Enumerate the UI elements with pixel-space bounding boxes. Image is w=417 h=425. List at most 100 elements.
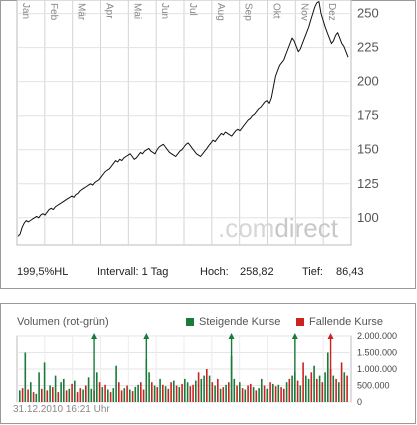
volume-bar	[35, 393, 38, 403]
volume-bar	[71, 383, 73, 402]
volume-bar	[186, 382, 189, 402]
volume-bar	[46, 390, 49, 402]
volume-bar	[266, 388, 269, 402]
volume-bar	[296, 380, 299, 402]
volume-bar	[225, 384, 227, 402]
volume-spike-arrow	[327, 333, 334, 339]
volume-bar	[197, 372, 200, 402]
volume-bar	[211, 382, 214, 402]
volume-bar	[189, 386, 192, 402]
volume-bar	[272, 383, 274, 402]
timestamp: 31.12.2010 16:21 Uhr	[13, 404, 110, 415]
month-label: Mär	[76, 3, 87, 21]
low-label: Tief:	[302, 266, 323, 278]
volume-bar	[107, 389, 109, 402]
volume-bar	[76, 392, 79, 402]
volume-bar	[156, 387, 159, 402]
volume-bar	[239, 382, 241, 402]
volume-bar	[175, 385, 178, 402]
volume-bar	[159, 378, 161, 402]
volume-bar	[19, 390, 21, 402]
volume-bar	[192, 384, 194, 402]
volume-bar	[87, 377, 90, 403]
volume-bar	[148, 372, 150, 402]
volume-bar	[85, 385, 87, 402]
interval-label: Intervall: 1 Tag	[97, 266, 168, 278]
volume-bar	[57, 392, 60, 402]
volume-bar	[208, 375, 211, 402]
volume-bar	[68, 388, 71, 402]
volume-bar	[164, 386, 167, 402]
volume-bar	[340, 362, 343, 402]
volume-bar	[324, 372, 326, 402]
y-tick-label: 225	[357, 40, 379, 55]
volume-spike-arrow	[91, 333, 98, 339]
volume-bar	[170, 382, 172, 402]
volume-bar	[184, 378, 186, 402]
volume-tick-label: 500.000	[357, 381, 390, 391]
volume-bar	[305, 375, 307, 402]
volume-bar	[181, 383, 183, 402]
volume-bar	[65, 390, 68, 402]
volume-bar	[79, 388, 82, 402]
volume-title: Volumen (rot-grün)	[17, 316, 109, 328]
volume-bar	[140, 382, 142, 402]
volume-bar	[137, 384, 139, 402]
high-value: 258,82	[240, 266, 274, 278]
y-tick-label: 100	[357, 210, 379, 225]
volume-bars	[19, 352, 348, 403]
price-line	[17, 1, 349, 237]
price-series	[17, 1, 349, 237]
volume-bar	[52, 387, 54, 402]
volume-bar	[343, 372, 346, 402]
volume-spike-arrow	[143, 333, 150, 339]
volume-bar	[131, 391, 134, 402]
volume-bar	[332, 375, 335, 402]
volume-bar	[274, 386, 277, 402]
volume-bar	[288, 378, 291, 402]
y-tick-label: 125	[357, 176, 379, 191]
volume-bar	[129, 389, 131, 402]
volume-bar	[217, 378, 219, 402]
volume-bar	[313, 365, 315, 402]
volume-bar	[41, 388, 43, 402]
volume-bar	[90, 388, 93, 402]
volume-bar	[200, 378, 203, 402]
volume-bar	[162, 384, 164, 402]
month-label: Feb	[48, 3, 59, 21]
volume-bar	[258, 388, 260, 402]
volume-bar	[252, 387, 255, 402]
volume-spike-arrow	[228, 333, 235, 339]
volume-bar	[291, 375, 293, 402]
month-label: Nov	[298, 3, 309, 21]
volume-bar	[32, 392, 35, 402]
volume-bar	[263, 385, 266, 402]
volume-bar	[104, 384, 106, 402]
volume-bar	[27, 389, 29, 402]
volume-bar	[115, 365, 117, 402]
month-label: Jan	[20, 3, 31, 19]
volume-bar	[195, 380, 197, 402]
volume-bar	[54, 375, 57, 402]
volume-bar	[255, 390, 258, 402]
volume-bar	[24, 352, 27, 402]
volume-bar	[219, 388, 222, 402]
volume-bar	[277, 384, 280, 402]
volume-bar	[338, 382, 340, 402]
volume-bar	[299, 385, 302, 402]
month-label: Jun	[159, 3, 170, 19]
volume-bar	[346, 375, 348, 402]
y-axis-ticks: 100 125 150 175 200 225 250	[357, 6, 379, 225]
legend-up-label: Steigende Kurse	[199, 316, 280, 328]
legend-down-swatch	[296, 318, 304, 326]
watermark: .comdirect	[218, 213, 339, 243]
volume-bar	[307, 378, 310, 402]
volume-bar	[120, 390, 123, 402]
volume-bar	[321, 382, 324, 402]
volume-bar	[233, 378, 236, 402]
y-tick-label: 250	[357, 6, 379, 21]
volume-bar	[247, 385, 249, 402]
volume-bar	[302, 362, 304, 402]
volume-bar	[285, 382, 288, 402]
